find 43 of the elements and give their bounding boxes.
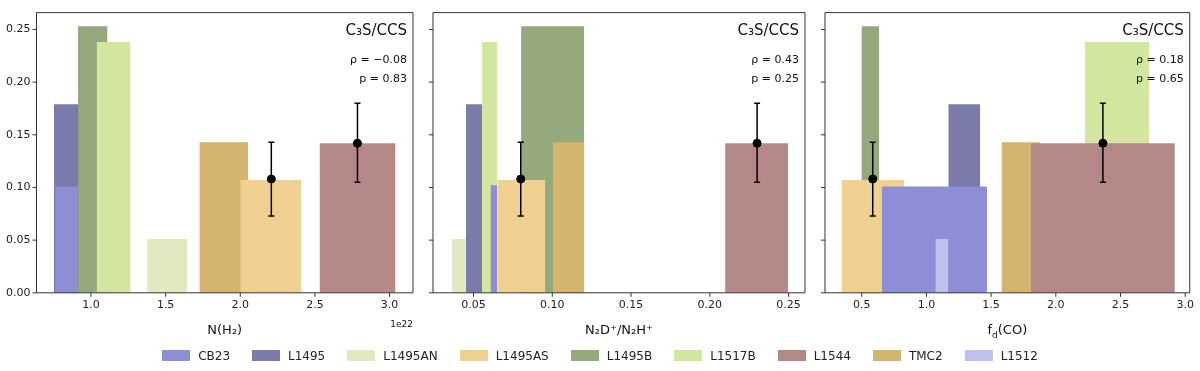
annotation: ρ = −0.08 <box>350 52 407 66</box>
annotation: C₃S/CCS <box>737 20 799 39</box>
x-axis-title: N(H₂) <box>207 322 243 337</box>
x-tick-label: 2.5 <box>306 298 324 312</box>
annotation: C₃S/CCS <box>345 20 407 39</box>
y-tick-label: 0.15 <box>5 127 31 141</box>
x-tick-label: 2.0 <box>231 298 250 312</box>
legend-label: L1495AN <box>383 348 438 363</box>
x-tick-label: 1.5 <box>156 298 175 312</box>
y-tick-label: 0.10 <box>5 180 31 194</box>
annotation: C₃S/CCS <box>1122 20 1184 39</box>
annotation: p = 0.83 <box>359 71 407 85</box>
legend-label: CB23 <box>198 348 231 363</box>
x-tick-label: 2.0 <box>1047 298 1065 312</box>
x-tick-label: 1.0 <box>82 298 100 312</box>
y-tick-label: 0.25 <box>5 22 31 36</box>
annotation: p = 0.65 <box>1136 71 1184 85</box>
x-tick-label: 3.0 <box>1176 298 1194 312</box>
x-tick-label: 1.0 <box>917 298 936 312</box>
annotation: ρ = 0.43 <box>751 52 799 66</box>
annotation: p = 0.25 <box>751 71 799 85</box>
legend-label: L1495 <box>288 348 326 363</box>
x-tick-label: 1.5 <box>982 298 1000 312</box>
legend-label: L1512 <box>1000 348 1038 363</box>
annotation: ρ = 0.18 <box>1136 52 1184 66</box>
text: 1e22 <box>390 319 413 329</box>
x-tick-label: 0.20 <box>697 298 723 312</box>
y-tick-label: 0.20 <box>5 74 31 88</box>
x-tick-label: 0.5 <box>852 298 871 312</box>
x-tick-label: 0.05 <box>461 298 486 312</box>
x-tick-label: 0.25 <box>776 298 801 312</box>
y-tick-label: 0.00 <box>5 285 31 299</box>
x-tick-label: 0.15 <box>618 298 644 312</box>
legend-label: L1517B <box>710 348 756 363</box>
y-tick-label: 0.05 <box>5 232 31 246</box>
x-tick-label: 2.5 <box>1111 298 1130 312</box>
legend-label: L1495AS <box>495 348 549 363</box>
x-axis-title: N₂D⁺/N₂H⁺ <box>585 322 653 337</box>
x-tick-label: 3.0 <box>380 298 399 312</box>
legend-label: L1495B <box>606 348 653 363</box>
x-tick-label: 0.10 <box>540 298 565 312</box>
legend-label: TMC2 <box>908 348 943 363</box>
legend-label: L1544 <box>813 348 851 363</box>
